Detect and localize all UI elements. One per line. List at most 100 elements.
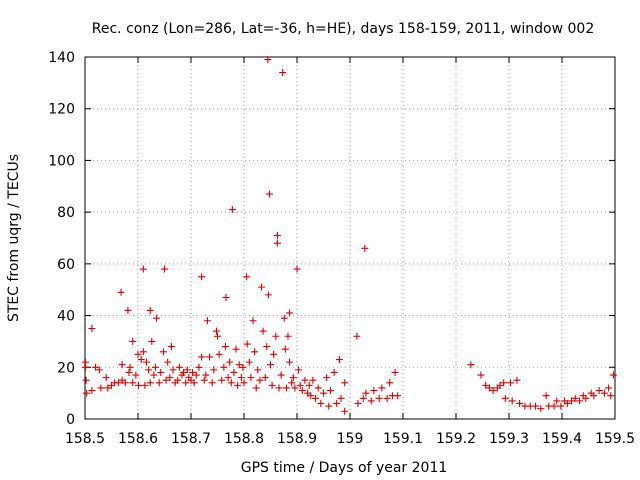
data-point	[362, 389, 370, 397]
x-tick-label: 159.3	[489, 431, 529, 447]
data-point	[307, 392, 315, 400]
x-tick-label: 158.9	[277, 431, 317, 447]
data-point	[268, 381, 276, 389]
data-point	[92, 363, 100, 371]
data-point	[230, 368, 238, 376]
data-point	[151, 363, 159, 371]
data-point	[142, 358, 150, 366]
data-point	[228, 206, 236, 214]
data-point	[180, 368, 188, 376]
data-point	[234, 381, 242, 389]
data-point	[252, 384, 260, 392]
data-point	[542, 392, 550, 400]
data-point	[553, 397, 561, 405]
data-point	[135, 381, 143, 389]
data-point	[257, 283, 265, 291]
data-point	[296, 381, 304, 389]
data-point	[320, 389, 327, 397]
data-point	[341, 407, 349, 415]
data-point	[482, 381, 490, 389]
y-tick-label: 20	[57, 360, 75, 376]
data-point	[161, 265, 168, 273]
data-point	[600, 389, 608, 397]
data-point	[314, 384, 322, 392]
data-point	[206, 353, 214, 361]
x-tick-label: 159	[337, 431, 364, 447]
x-axis-label: GPS time / Days of year 2011	[241, 460, 448, 476]
data-point	[232, 345, 240, 353]
y-tick-label: 80	[57, 205, 75, 221]
data-point	[146, 306, 154, 314]
data-point	[126, 363, 134, 371]
data-point	[222, 293, 230, 301]
data-point	[367, 397, 375, 405]
data-point	[235, 361, 243, 369]
data-point	[354, 399, 362, 407]
data-point	[139, 265, 147, 273]
data-point	[609, 371, 617, 379]
data-point	[208, 379, 216, 387]
data-point	[335, 356, 343, 364]
data-point	[298, 387, 306, 395]
data-point	[281, 345, 289, 353]
data-point	[226, 358, 234, 366]
data-point	[353, 332, 361, 340]
data-point	[189, 368, 197, 376]
data-point	[467, 361, 475, 369]
data-point	[157, 368, 165, 376]
data-point	[95, 366, 103, 374]
data-point	[301, 376, 309, 384]
data-point	[386, 379, 394, 387]
data-point	[249, 317, 257, 325]
data-series	[82, 56, 617, 415]
data-point	[221, 343, 229, 351]
axis-ticks: 158.5 158.6 158.7 158.8 158.9 159 159.1 159.2 15…	[48, 50, 635, 447]
data-point	[289, 374, 297, 382]
data-point	[245, 358, 253, 366]
x-tick-label: 159.4	[542, 431, 582, 447]
data-point	[198, 273, 206, 281]
data-point	[114, 379, 122, 387]
data-point	[284, 332, 292, 340]
data-point	[507, 379, 515, 387]
data-point	[394, 392, 402, 400]
data-point	[200, 376, 208, 384]
data-point	[275, 384, 283, 392]
data-point	[162, 376, 170, 384]
data-point	[361, 244, 369, 252]
chart-title: Rec. conz (Lon=286, Lat=-36, h=HE), days…	[92, 21, 594, 37]
data-point	[500, 379, 508, 387]
data-point	[251, 348, 259, 356]
data-point	[132, 371, 140, 379]
data-point	[121, 379, 129, 387]
data-point	[247, 374, 255, 382]
data-point	[590, 392, 598, 400]
data-point	[263, 343, 271, 351]
data-point	[141, 381, 149, 389]
data-point	[145, 366, 153, 374]
data-point	[326, 387, 334, 395]
data-point	[272, 332, 280, 340]
data-point	[202, 371, 210, 379]
data-point	[218, 376, 226, 384]
data-point	[125, 368, 133, 376]
x-tick-label: 158.7	[171, 431, 211, 447]
data-point	[264, 56, 272, 64]
data-point	[337, 394, 345, 402]
data-point	[291, 384, 299, 392]
data-point	[174, 376, 182, 384]
x-tick-label: 158.5	[65, 431, 105, 447]
data-point	[237, 374, 245, 382]
data-point	[607, 392, 615, 400]
x-tick-label: 159.1	[383, 431, 423, 447]
data-point	[501, 394, 509, 402]
data-point	[513, 376, 521, 384]
data-point	[175, 363, 183, 371]
data-point	[210, 366, 218, 374]
data-point	[279, 69, 287, 77]
data-point	[153, 314, 161, 322]
data-point	[256, 376, 264, 384]
data-point	[378, 384, 386, 392]
data-point	[190, 379, 198, 387]
